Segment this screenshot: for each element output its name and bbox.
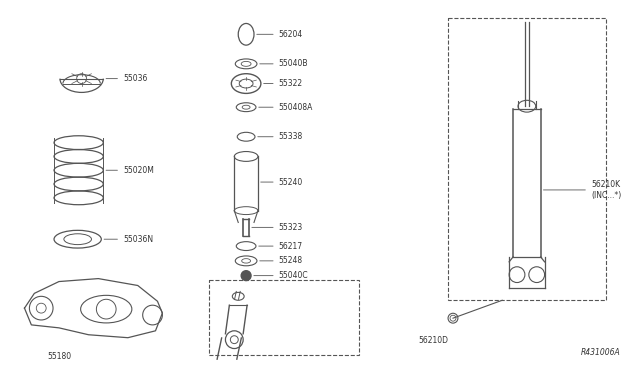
Text: 55240: 55240: [260, 177, 303, 187]
Text: 550408A: 550408A: [259, 103, 313, 112]
Text: 55036: 55036: [106, 74, 147, 83]
Text: 55338: 55338: [258, 132, 303, 141]
Circle shape: [241, 271, 251, 280]
Bar: [209, 280, 360, 355]
Text: 55020M: 55020M: [106, 166, 154, 175]
Text: 55323: 55323: [252, 223, 303, 232]
Text: R431006A: R431006A: [580, 349, 620, 357]
Text: 56217: 56217: [259, 241, 303, 251]
Text: 56210D: 56210D: [419, 336, 448, 345]
Text: 55040C: 55040C: [254, 271, 308, 280]
Text: 55036N: 55036N: [104, 235, 153, 244]
Text: 55040B: 55040B: [260, 60, 308, 68]
Text: 56210K
(INC...*): 56210K (INC...*): [543, 180, 621, 200]
Text: 55248: 55248: [260, 256, 303, 265]
Text: 55180: 55180: [47, 353, 71, 362]
Text: 56204: 56204: [257, 30, 303, 39]
Bar: [448, 17, 605, 300]
Text: 55322: 55322: [264, 79, 303, 88]
